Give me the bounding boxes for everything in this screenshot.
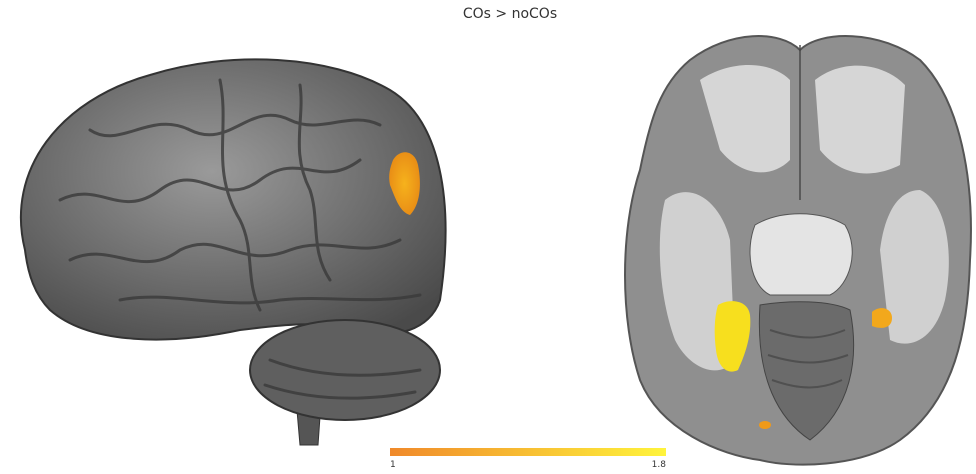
axial-slice bbox=[625, 36, 971, 465]
lateral-brain bbox=[21, 59, 446, 445]
colorbar-max-label: 1.8 bbox=[652, 460, 667, 470]
page: COs > noCOs bbox=[0, 0, 976, 470]
colorbar: 1 1.8 bbox=[390, 448, 666, 470]
figure: COs > noCOs bbox=[0, 0, 976, 470]
figure-title: COs > noCOs bbox=[463, 6, 557, 22]
colorbar-min-label: 1 bbox=[390, 460, 396, 470]
colorbar-gradient bbox=[390, 448, 666, 456]
